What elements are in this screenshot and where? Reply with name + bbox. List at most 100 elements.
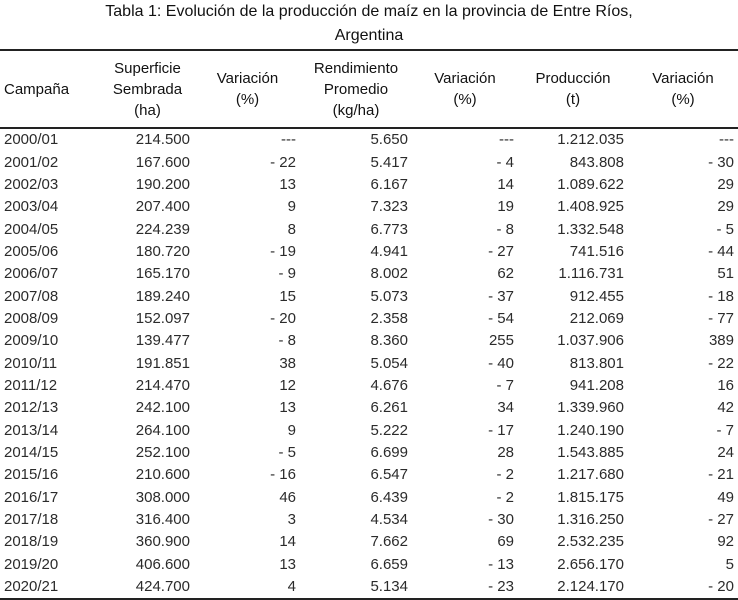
- cell-yield-variation: - 27: [488, 242, 514, 260]
- cell-sown-area: 190.200: [135, 175, 190, 193]
- header-sown-area: Superficie Sembrada (ha): [100, 49, 195, 129]
- cell-sown-area: 224.239: [135, 220, 190, 238]
- cell-campaign: 2005/06: [4, 242, 59, 260]
- cell-yield-variation: - 7: [496, 376, 514, 394]
- table-row: 2001/02 167.600 - 22 5.417 - 4 843.808 - 30: [0, 151, 738, 173]
- cell-avg-yield: 6.659: [370, 555, 408, 573]
- header-line: Variación: [652, 70, 714, 87]
- cell-campaign: 2012/13: [4, 399, 59, 417]
- cell-area-variation: 13: [279, 175, 296, 193]
- cell-sown-area: 167.600: [135, 153, 190, 171]
- header-line: (%): [671, 91, 695, 108]
- cell-yield-variation: - 8: [496, 220, 514, 238]
- cell-campaign: 2014/15: [4, 443, 59, 461]
- cell-production-variation: 51: [717, 265, 734, 283]
- cell-avg-yield: 6.699: [370, 443, 408, 461]
- cell-production-variation: - 18: [708, 287, 734, 305]
- cell-avg-yield: 5.073: [370, 287, 408, 305]
- cell-sown-area: 360.900: [135, 533, 190, 551]
- cell-production-variation: 49: [717, 488, 734, 506]
- cell-avg-yield: 6.773: [370, 220, 408, 238]
- cell-area-variation: 15: [279, 287, 296, 305]
- table-row: 2013/14 264.100 9 5.222 - 17 1.240.190 - 7: [0, 419, 738, 441]
- cell-area-variation: 46: [279, 488, 296, 506]
- cell-sown-area: 207.400: [135, 198, 190, 216]
- cell-production-variation: 29: [717, 198, 734, 216]
- cell-avg-yield: 5.134: [300, 575, 412, 600]
- cell-production-variation: - 5: [716, 220, 734, 238]
- cell-yield-variation: - 4: [496, 153, 514, 171]
- cell-area-variation: ---: [281, 131, 296, 149]
- header-row: Campaña Superficie Sembrada (ha) Variación (%…: [0, 49, 738, 129]
- cell-sown-area: 406.600: [135, 555, 190, 573]
- cell-production: 1.037.906: [557, 332, 624, 350]
- maize-production-table: Campaña Superficie Sembrada (ha) Variación (%…: [0, 49, 738, 600]
- header-avg-yield: Rendimiento Promedio (kg/ha): [300, 49, 412, 129]
- cell-avg-yield: 2.358: [370, 309, 408, 327]
- cell-production-variation: 24: [717, 443, 734, 461]
- cell-campaign: 2007/08: [4, 287, 59, 305]
- cell-yield-variation: - 13: [488, 555, 514, 573]
- cell-area-variation: 38: [279, 354, 296, 372]
- header-line: (kg/ha): [332, 101, 380, 119]
- table-row: 2007/08 189.240 15 5.073 - 37 912.455 - 18: [0, 285, 738, 307]
- cell-avg-yield: 6.261: [370, 399, 408, 417]
- cell-yield-variation: - 23: [412, 575, 518, 600]
- table-row: 2012/13 242.100 13 6.261 34 1.339.960 42: [0, 397, 738, 419]
- cell-avg-yield: 7.323: [370, 198, 408, 216]
- header-production: Producción (t): [518, 49, 628, 129]
- header-line: (%): [235, 91, 260, 108]
- table-row: 2010/11 191.851 38 5.054 - 40 813.801 - 22: [0, 352, 738, 374]
- cell-avg-yield: 6.167: [370, 175, 408, 193]
- table-row: 2005/06 180.720 - 19 4.941 - 27 741.516 - 44: [0, 241, 738, 263]
- cell-area-variation: - 16: [270, 466, 296, 484]
- cell-area-variation: - 8: [278, 332, 296, 350]
- table-row: 2009/10 139.477 - 8 8.360 255 1.037.906 389: [0, 330, 738, 352]
- cell-yield-variation: - 17: [488, 421, 514, 439]
- cell-production-variation: - 44: [708, 242, 734, 260]
- cell-yield-variation: ---: [499, 131, 514, 149]
- cell-sown-area: 139.477: [135, 332, 190, 350]
- cell-yield-variation: - 54: [488, 309, 514, 327]
- cell-campaign: 2016/17: [4, 488, 59, 506]
- table-row: 2014/15 252.100 - 5 6.699 28 1.543.885 24: [0, 442, 738, 464]
- table-row: 2008/09 152.097 - 20 2.358 - 54 212.069 - 77: [0, 308, 738, 330]
- table-row: 2002/03 190.200 13 6.167 14 1.089.622 29: [0, 174, 738, 196]
- cell-production: 813.801: [569, 354, 624, 372]
- cell-area-variation: 12: [279, 376, 296, 394]
- cell-sown-area: 180.720: [135, 242, 190, 260]
- cell-avg-yield: 4.534: [370, 511, 408, 529]
- cell-production-variation: 16: [717, 376, 734, 394]
- cell-production: 741.516: [569, 242, 624, 260]
- table-row: 2011/12 214.470 12 4.676 - 7 941.208 16: [0, 375, 738, 397]
- cell-yield-variation: 19: [497, 198, 514, 216]
- cell-production-variation: 5: [725, 555, 734, 573]
- header-line: (%): [453, 91, 477, 108]
- header-yield-variation: Variación (%): [412, 49, 518, 129]
- header-campaign: Campaña: [0, 49, 100, 129]
- cell-avg-yield: 7.662: [370, 533, 408, 551]
- cell-production: 1.089.622: [557, 175, 624, 193]
- cell-production: 2.124.170: [518, 575, 628, 600]
- cell-campaign: 2011/12: [4, 376, 58, 394]
- cell-production: 2.532.235: [557, 533, 624, 551]
- cell-sown-area: 189.240: [135, 287, 190, 305]
- cell-sown-area: 264.100: [135, 421, 190, 439]
- cell-campaign: 2018/19: [4, 533, 59, 551]
- cell-production: 912.455: [569, 287, 624, 305]
- header-line: Sembrada: [112, 80, 183, 98]
- cell-area-variation: 3: [287, 511, 296, 529]
- cell-production-variation: - 77: [708, 309, 734, 327]
- cell-sown-area: 214.500: [135, 131, 190, 149]
- cell-campaign: 2008/09: [4, 309, 59, 327]
- cell-area-variation: 4: [195, 575, 300, 600]
- cell-sown-area: 424.700: [100, 575, 195, 600]
- header-line: Rendimiento: [313, 59, 399, 77]
- cell-sown-area: 308.000: [135, 488, 190, 506]
- cell-campaign: 2001/02: [4, 153, 59, 171]
- header-line: Promedio: [323, 80, 389, 98]
- cell-production: 843.808: [569, 153, 624, 171]
- cell-avg-yield: 5.417: [370, 153, 408, 171]
- table-row: 2006/07 165.170 - 9 8.002 62 1.116.731 51: [0, 263, 738, 285]
- cell-area-variation: 13: [279, 399, 296, 417]
